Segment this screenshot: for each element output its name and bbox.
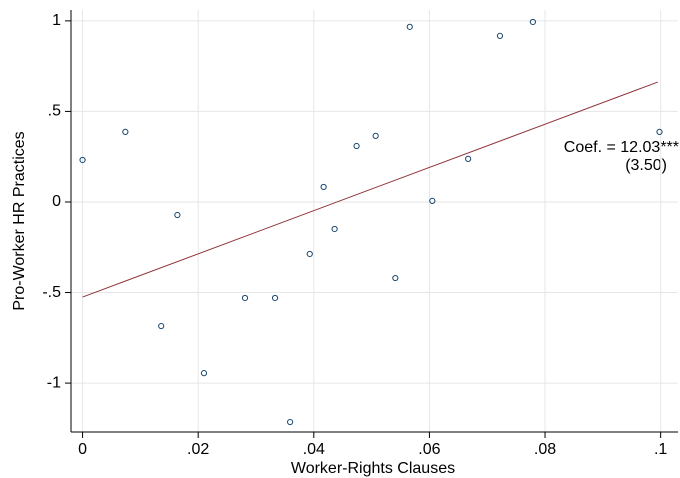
x-tick-label: .08: [534, 441, 556, 458]
x-axis-label: Worker-Rights Clauses: [291, 460, 455, 477]
point: [79, 156, 86, 164]
point: [496, 32, 504, 39]
y-tick-label: .5: [48, 103, 61, 120]
point: [392, 274, 399, 282]
x-tick-label: .04: [303, 441, 325, 458]
point: [271, 294, 279, 302]
y-tick-label: 1: [52, 12, 61, 29]
annotation: Coef. = 12.03***: [564, 139, 679, 156]
y-tick-label: -1: [47, 374, 61, 391]
x-tick-label: .1: [654, 441, 667, 458]
point: [320, 183, 327, 191]
point: [200, 370, 208, 377]
point: [122, 128, 129, 135]
point: [406, 23, 413, 30]
point: [353, 142, 360, 150]
fit-line: [82, 81, 658, 298]
y-axis-label: Pro-Worker HR Practices: [11, 131, 28, 310]
point: [306, 250, 313, 258]
x-tick-label: 0: [78, 441, 87, 458]
y-tick-label: 0: [52, 193, 61, 210]
point: [465, 155, 472, 162]
point: [286, 418, 294, 426]
point: [529, 18, 536, 26]
point: [241, 294, 249, 302]
point: [158, 322, 165, 330]
point: [656, 128, 663, 135]
x-tick-label: .02: [187, 441, 209, 458]
point: [429, 197, 436, 204]
point: [372, 132, 379, 139]
y-tick-label: -.5: [42, 284, 61, 301]
annotation: (3.50): [625, 157, 667, 174]
point: [331, 225, 338, 233]
point: [174, 211, 181, 219]
x-tick-label: .06: [418, 441, 440, 458]
